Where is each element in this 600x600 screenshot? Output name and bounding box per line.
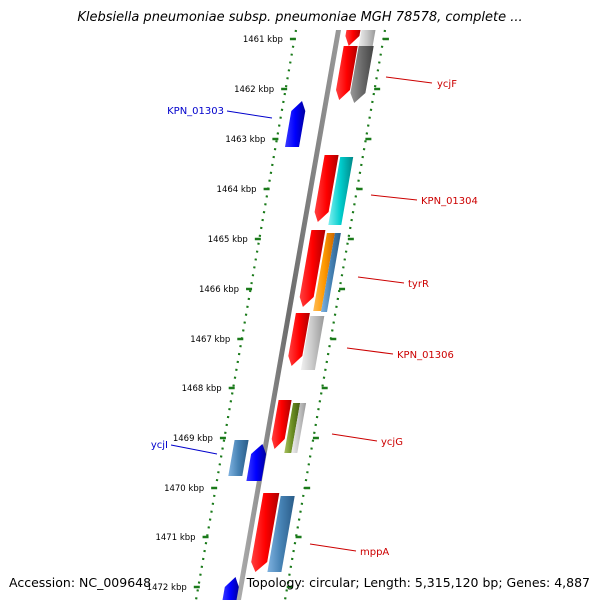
tick-label: 1462 kbp (234, 85, 274, 95)
gene-olive-ycjG (284, 403, 301, 453)
gene-red-KPN_01306 (288, 313, 310, 366)
gene-blue-bottom (222, 577, 239, 600)
gene-label-ycjF[interactable]: ycjF (437, 79, 457, 90)
gene-dark-ycjF (350, 46, 374, 103)
gene-labels: KPN_01303 ycjI ycjF KPN_01304 tyrR KPN_01306y… (151, 76, 478, 558)
tick-label: 1470 kbp (164, 484, 204, 494)
leader-line (370, 194, 418, 201)
guide-line-inner (283, 29, 387, 600)
gene-label-KPN_01304[interactable]: KPN_01304 (421, 196, 478, 207)
gene-red-ycjF-upper (345, 30, 361, 46)
tick-label: 1464 kbp (217, 185, 257, 195)
tick-label: 1471 kbp (155, 533, 195, 543)
leader-line (357, 276, 405, 284)
gene-steel-tyrR (321, 233, 341, 312)
guide-lines (194, 29, 387, 600)
gene-gray-ycjG (291, 403, 307, 453)
gene-steel-ycjI (228, 440, 249, 476)
guide-line-outer (194, 29, 298, 600)
gene-cyan-KPN_01304 (328, 157, 354, 225)
gene-red-ycjG (271, 400, 292, 449)
tick-label: 1463 kbp (225, 135, 265, 145)
gene-blue-ycjI (246, 444, 267, 481)
gene-red-ycjF (336, 46, 358, 100)
tick-marks: 1461 kbp 1462 kbp 1463 kbp 1464 kbp 1465 kbp… (147, 35, 389, 593)
gene-glyphs (222, 30, 376, 600)
tick-label: 1468 kbp (182, 384, 222, 394)
leader-line (385, 76, 433, 84)
tick-label: 1465 kbp (208, 235, 248, 245)
gene-label-ycjG[interactable]: ycjG (381, 437, 403, 448)
leader-line (226, 110, 273, 119)
gene-gray-upper (358, 30, 376, 48)
leader-line (170, 444, 218, 455)
leader-line (346, 347, 394, 355)
leader-line (331, 433, 378, 442)
tick-label: 1466 kbp (199, 285, 239, 295)
tick-label: 1461 kbp (243, 35, 283, 45)
gene-red-mppA (251, 493, 280, 572)
tick-label: 1469 kbp (173, 434, 213, 444)
genome-summary-text: Topology: circular; Length: 5,315,120 bp… (246, 575, 590, 590)
gene-label-KPN_01303[interactable]: KPN_01303 (167, 106, 224, 117)
tick-label: 1467 kbp (190, 335, 230, 345)
gene-label-mppA[interactable]: mppA (360, 547, 389, 558)
gene-steel-mppA (267, 496, 295, 572)
gene-gray-KPN_01306 (300, 316, 325, 370)
gene-blue-KPN_01303 (285, 101, 306, 147)
gene-red-tyrR (299, 230, 326, 307)
map-title: Klebsiella pneumoniae subsp. pneumoniae … (77, 10, 523, 25)
leader-line (309, 543, 357, 552)
gene-label-KPN_01306[interactable]: KPN_01306 (397, 350, 454, 361)
tick-label: 1472 kbp (147, 583, 187, 593)
accession-text: Accession: NC_009648 (9, 575, 152, 590)
gene-red-KPN_01304 (314, 155, 339, 222)
gene-label-tyrR[interactable]: tyrR (408, 279, 429, 290)
gene-orange-tyrR (313, 233, 335, 311)
gene-label-ycjI[interactable]: ycjI (151, 440, 168, 451)
